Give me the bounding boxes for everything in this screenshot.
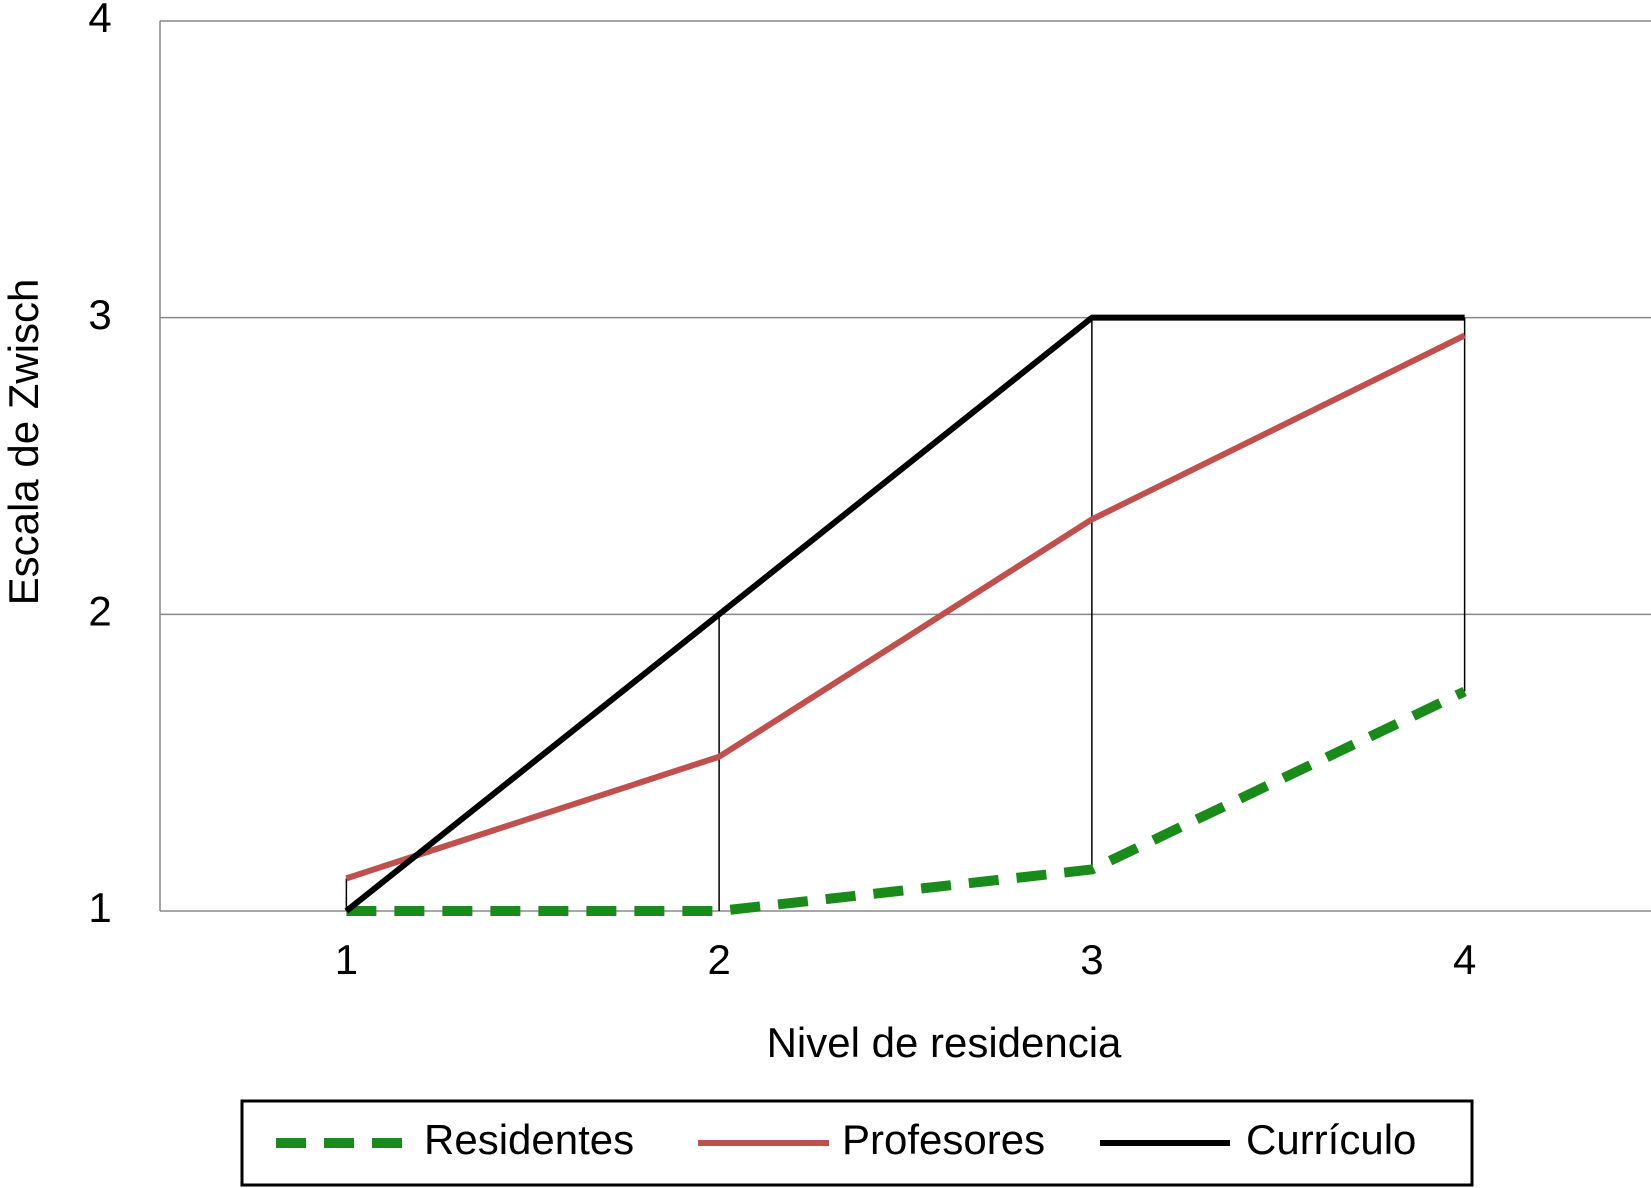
y-tick-label: 3 <box>88 291 111 338</box>
legend-label: Currículo <box>1246 1116 1416 1163</box>
x-tick-label: 2 <box>707 936 730 983</box>
legend-label: Residentes <box>424 1116 634 1163</box>
y-tick-label: 2 <box>88 587 111 634</box>
x-tick-label: 3 <box>1080 936 1103 983</box>
legend-label: Profesores <box>842 1116 1045 1163</box>
legend-box <box>240 1099 1474 1187</box>
y-axis-title: Escala de Zwisch <box>0 279 47 606</box>
y-tick-label: 1 <box>88 884 111 931</box>
series-line <box>345 332 1466 882</box>
x-tick-label: 4 <box>1453 936 1476 983</box>
series-line <box>346 686 1467 916</box>
x-axis-title: Nivel de residencia <box>767 1019 1122 1066</box>
y-tick-label: 4 <box>88 0 111 41</box>
series-line <box>344 314 1465 914</box>
x-tick-label: 1 <box>335 936 358 983</box>
